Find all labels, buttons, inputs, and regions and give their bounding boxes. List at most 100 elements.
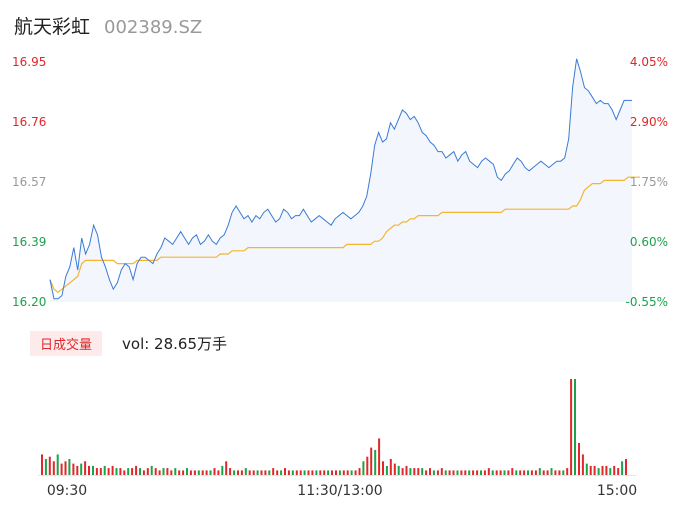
- volume-bar: [182, 470, 185, 475]
- volume-bar: [578, 443, 580, 475]
- volume-bar: [523, 470, 526, 475]
- volume-bar: [56, 454, 59, 475]
- volume-bar: [605, 465, 608, 475]
- volume-bar: [64, 461, 67, 475]
- volume-bar: [527, 470, 529, 475]
- volume-bar: [92, 465, 94, 475]
- volume-bar: [562, 470, 565, 475]
- volume-bar: [213, 468, 216, 475]
- volume-bar: [480, 470, 482, 475]
- volume-bar: [233, 470, 236, 475]
- y-tick-right: -0.55%: [626, 295, 668, 309]
- volume-bar: [158, 470, 161, 475]
- volume-bar: [80, 463, 83, 475]
- volume-bar: [323, 470, 326, 475]
- y-tick-left: 16.20: [12, 295, 46, 309]
- y-tick-right: 2.90%: [630, 115, 668, 129]
- volume-bar: [197, 470, 200, 475]
- y-tick-left: 16.95: [12, 55, 46, 69]
- volume-bar: [440, 468, 443, 475]
- volume-bar: [401, 468, 404, 475]
- volume-bar: [76, 465, 79, 475]
- volume-bar: [201, 470, 204, 475]
- volume-bar: [421, 468, 424, 475]
- volume-bar: [487, 468, 490, 475]
- volume-bar: [41, 454, 43, 475]
- volume-bar: [99, 468, 102, 475]
- volume-bar: [123, 470, 126, 475]
- volume-bar: [178, 470, 181, 475]
- volume-bar: [205, 470, 208, 475]
- volume-bar: [174, 468, 177, 475]
- volume-bar: [436, 470, 439, 475]
- volume-bar: [574, 379, 576, 475]
- stock-name: 航天彩虹: [14, 16, 91, 38]
- volume-info: 日成交量 vol: 28.65万手: [30, 331, 227, 356]
- volume-bar: [193, 470, 196, 475]
- volume-bar: [150, 465, 153, 475]
- volume-bar: [589, 465, 592, 475]
- volume-bar: [495, 470, 498, 475]
- volume-bar: [299, 470, 302, 475]
- volume-bar: [287, 470, 290, 475]
- volume-bar: [154, 468, 157, 475]
- volume-bar: [499, 470, 502, 475]
- volume-bar: [115, 468, 118, 475]
- x-tick-label: 09:30: [47, 483, 87, 499]
- y-tick-right: 4.05%: [630, 55, 668, 69]
- volume-bar: [511, 468, 514, 475]
- volume-bar: [331, 470, 333, 475]
- volume-bar: [95, 468, 98, 475]
- volume-bar: [131, 468, 134, 475]
- volume-bar: [476, 470, 479, 475]
- volume-bar: [107, 468, 110, 475]
- volume-bar: [319, 470, 322, 475]
- volume-bar: [483, 470, 486, 475]
- volume-bar: [88, 465, 90, 475]
- volume-bar: [558, 470, 561, 475]
- volume-bar: [135, 465, 138, 475]
- volume-bar: [189, 470, 192, 475]
- volume-bar: [597, 468, 600, 475]
- volume-bar: [346, 470, 349, 475]
- x-tick-label: 15:00: [597, 483, 637, 499]
- volume-tab[interactable]: 日成交量: [30, 331, 103, 356]
- volume-bar: [327, 470, 330, 475]
- volume-bar: [68, 459, 71, 475]
- volume-bar: [515, 470, 518, 475]
- volume-bar: [252, 470, 255, 475]
- volume-bar: [280, 470, 283, 475]
- volume-bar: [311, 470, 314, 475]
- volume-bar: [389, 459, 392, 475]
- volume-bar: [593, 465, 596, 475]
- volume-bar: [503, 470, 506, 475]
- volume-bar: [186, 468, 188, 475]
- price-area: [50, 58, 632, 302]
- volume-bar: [44, 459, 47, 475]
- volume-bar: [162, 468, 165, 475]
- volume-bar: [217, 470, 220, 475]
- volume-bar: [291, 470, 294, 475]
- volume-bar: [237, 470, 239, 475]
- volume-bar: [542, 470, 545, 475]
- volume-bar: [468, 470, 471, 475]
- volume-bar: [60, 463, 63, 475]
- y-tick-left: 16.39: [12, 235, 46, 249]
- volume-bar: [342, 470, 345, 475]
- volume-bar: [268, 470, 271, 475]
- volume-bar: [409, 468, 412, 475]
- volume-bar: [621, 461, 624, 475]
- volume-bar: [264, 470, 267, 475]
- volume-bar: [284, 468, 286, 475]
- volume-bar: [248, 470, 251, 475]
- volume-bar: [256, 470, 259, 475]
- volume-bar: [617, 468, 620, 475]
- volume-bar: [127, 468, 130, 475]
- volume-bar: [585, 463, 588, 475]
- volume-bar: [142, 470, 145, 475]
- volume-bar: [385, 465, 388, 475]
- volume-bar: [546, 470, 549, 475]
- volume-bar: [354, 470, 357, 475]
- volume-bar: [225, 461, 228, 475]
